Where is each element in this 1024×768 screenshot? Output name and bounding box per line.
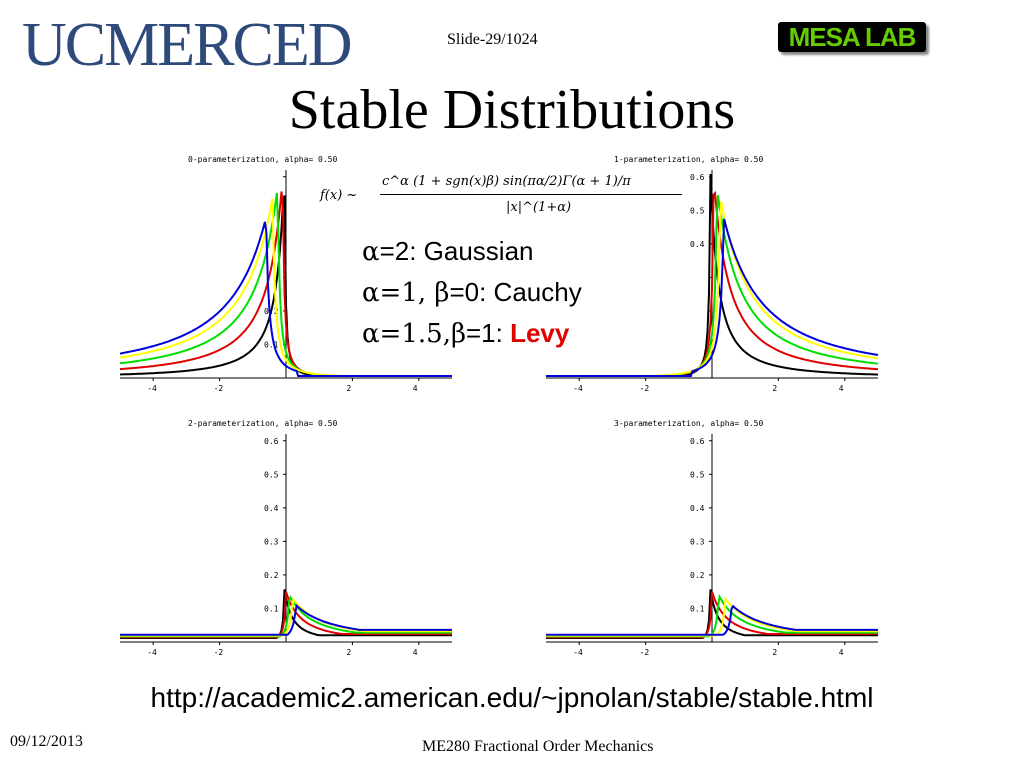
- plot-title: 3-parameterization, alpha= 0.50: [614, 419, 763, 428]
- annotation-greek: α=1.5,β: [362, 319, 466, 349]
- plot-0-parameterization: 0-parameterization, alpha= 0.50 -4 -2 2 4 0.1…: [120, 155, 452, 393]
- x-tick-label: 2: [346, 384, 351, 393]
- mesa-lab-logo-text: MESA LAB: [788, 22, 917, 52]
- footer-date: 09/12/2013: [10, 733, 83, 750]
- y-tick-label: 0.2: [264, 571, 279, 580]
- x-tick-label: 2: [346, 648, 351, 657]
- slide-number: Slide-29/1024: [447, 31, 538, 48]
- formula-denominator: |x|^(1+α): [506, 200, 572, 215]
- footer-course: ME280 Fractional Order Mechanics: [422, 738, 654, 755]
- formula-numerator: c^α (1 + sgn(x)β) sin(πα/2)Γ(α + 1)/π: [382, 174, 631, 189]
- reference-url[interactable]: http://academic2.american.edu/~jpnolan/s…: [150, 682, 874, 713]
- annotation-levy-word: Levy: [510, 318, 570, 348]
- series-line: [546, 218, 879, 377]
- plot-title: 1-parameterization, alpha= 0.50: [614, 155, 763, 164]
- x-tick-label: 4: [413, 648, 418, 657]
- x-tick-label: 2: [772, 648, 777, 657]
- y-tick-label: 0.6: [264, 437, 279, 446]
- annotation-greek: α=1, β: [362, 278, 450, 308]
- y-tick-label: 0.4: [264, 504, 279, 513]
- x-tick-label: 2: [772, 384, 777, 393]
- series-line: [546, 604, 878, 636]
- y-tick-label: 0.1: [690, 604, 705, 613]
- annotation-text: =2: Gaussian: [379, 236, 534, 266]
- x-tick-label: -4: [147, 384, 157, 393]
- y-tick-label: 0.5: [690, 470, 705, 479]
- ucmerced-logo: UCMERCED: [22, 11, 352, 79]
- y-tick-label: 0.6: [690, 437, 705, 446]
- plot-3-parameterization: 3-parameterization, alpha= 0.50 -4 -2 2 4 0.1…: [546, 419, 878, 657]
- y-tick-label: 0.4: [690, 240, 705, 249]
- tail-formula: f(x) ~ c^α (1 + sgn(x)β) sin(πα/2)Γ(α + …: [318, 170, 688, 228]
- annotation-greek: α: [362, 237, 380, 267]
- y-tick-label: 0.5: [264, 470, 279, 479]
- x-tick-label: -4: [573, 648, 583, 657]
- series-line: [120, 221, 452, 377]
- x-tick-label: -2: [640, 648, 650, 657]
- y-tick-label: 0.2: [690, 571, 705, 580]
- annotation-text: =1:: [466, 318, 511, 348]
- series-line: [120, 603, 452, 636]
- x-tick-label: -4: [573, 384, 583, 393]
- x-tick-label: -2: [214, 648, 224, 657]
- x-tick-label: -2: [640, 384, 650, 393]
- x-tick-label: -4: [147, 648, 157, 657]
- x-tick-label: 4: [413, 384, 418, 393]
- slide-title: Stable Distributions: [288, 79, 736, 141]
- y-tick-label: 0.3: [690, 537, 705, 546]
- mesa-lab-logo: MESA LAB: [778, 22, 926, 52]
- plot-title: 0-parameterization, alpha= 0.50: [188, 155, 337, 164]
- annotation-gaussian: α=2: Gaussian: [362, 234, 534, 269]
- y-tick-label: 0.3: [264, 537, 279, 546]
- y-tick-label: 0.1: [264, 604, 279, 613]
- y-tick-label: 0.5: [690, 206, 705, 215]
- x-tick-label: 4: [839, 648, 844, 657]
- formula-fraction-bar: [380, 194, 682, 195]
- annotation-levy: α=1.5,β=1: Levy: [362, 316, 570, 351]
- y-tick-label: 0.6: [690, 173, 705, 182]
- formula-lhs: f(x) ~: [320, 188, 358, 203]
- annotation-cauchy: α=1, β=0: Cauchy: [362, 275, 582, 310]
- y-tick-label: 0.4: [690, 504, 705, 513]
- annotation-text: =0: Cauchy: [449, 277, 582, 307]
- x-tick-label: 4: [839, 384, 844, 393]
- plot-title: 2-parameterization, alpha= 0.50: [188, 419, 337, 428]
- plot-1-parameterization: 1-parameterization, alpha= 0.50 -4 -2 2 4 0.4…: [546, 155, 879, 393]
- plot-2-parameterization: 2-parameterization, alpha= 0.50 -4 -2 2 4 0.1…: [120, 419, 452, 657]
- x-tick-label: -2: [214, 384, 224, 393]
- y-tick-label: 0.1: [264, 340, 279, 349]
